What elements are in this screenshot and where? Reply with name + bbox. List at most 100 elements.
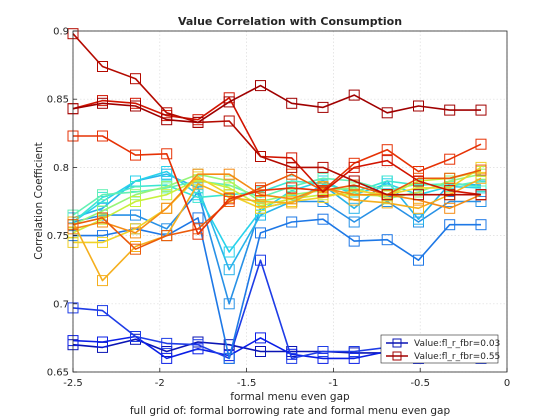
- data-point[interactable]: [286, 352, 298, 364]
- data-point[interactable]: [161, 346, 173, 357]
- data-point[interactable]: [475, 196, 487, 207]
- data-point[interactable]: [97, 61, 108, 72]
- data-point[interactable]: [97, 305, 108, 317]
- data-point[interactable]: [413, 213, 424, 225]
- data-point[interactable]: [317, 346, 329, 357]
- data-point[interactable]: [192, 228, 204, 240]
- data-point[interactable]: [444, 189, 456, 201]
- data-point[interactable]: [192, 168, 204, 180]
- data-point[interactable]: [381, 144, 393, 156]
- data-point[interactable]: [97, 97, 108, 109]
- data-point[interactable]: [317, 213, 329, 225]
- data-point[interactable]: [317, 352, 329, 364]
- data-point[interactable]: [286, 216, 298, 228]
- data-point[interactable]: [192, 116, 204, 128]
- data-point[interactable]: [130, 149, 141, 161]
- data-point[interactable]: [97, 205, 108, 217]
- data-point[interactable]: [348, 352, 360, 364]
- data-point[interactable]: [161, 114, 173, 126]
- data-point[interactable]: [475, 164, 487, 176]
- data-point[interactable]: [223, 115, 235, 127]
- data-point[interactable]: [317, 186, 329, 198]
- data-point[interactable]: [223, 96, 235, 108]
- data-point[interactable]: [130, 227, 141, 239]
- data-point[interactable]: [381, 189, 393, 201]
- data-point[interactable]: [475, 104, 487, 116]
- data-point[interactable]: [286, 182, 298, 194]
- data-point[interactable]: [255, 227, 266, 239]
- data-point[interactable]: [286, 168, 298, 180]
- data-point[interactable]: [130, 209, 141, 221]
- data-point[interactable]: [286, 97, 298, 109]
- data-point[interactable]: [161, 181, 173, 192]
- data-point[interactable]: [444, 196, 456, 207]
- data-point[interactable]: [192, 191, 204, 203]
- data-point[interactable]: [381, 234, 393, 246]
- data-point[interactable]: [255, 254, 266, 266]
- data-point[interactable]: [192, 339, 204, 351]
- data-point[interactable]: [97, 236, 108, 248]
- data-point[interactable]: [97, 230, 108, 242]
- data-point[interactable]: [223, 298, 235, 310]
- data-point[interactable]: [475, 138, 487, 150]
- data-point[interactable]: [444, 104, 456, 116]
- data-point[interactable]: [223, 175, 235, 187]
- data-point[interactable]: [255, 185, 266, 197]
- data-point[interactable]: [97, 212, 108, 224]
- data-point[interactable]: [97, 189, 108, 201]
- legend[interactable]: Value:fl_r_fbr=0.03 Value:fl_r_fbr=0.55: [380, 334, 500, 364]
- data-point[interactable]: [161, 202, 173, 214]
- data-point[interactable]: [223, 264, 235, 276]
- data-point[interactable]: [130, 189, 141, 201]
- data-point[interactable]: [161, 189, 173, 201]
- data-point[interactable]: [413, 189, 424, 201]
- data-point[interactable]: [413, 254, 424, 266]
- data-point[interactable]: [413, 175, 424, 187]
- data-point[interactable]: [161, 337, 173, 349]
- data-point[interactable]: [317, 161, 329, 173]
- data-point[interactable]: [161, 166, 173, 177]
- data-point[interactable]: [130, 331, 141, 342]
- data-point[interactable]: [97, 130, 108, 142]
- data-point[interactable]: [223, 193, 235, 205]
- data-point[interactable]: [286, 193, 298, 205]
- data-point[interactable]: [161, 148, 173, 160]
- data-point[interactable]: [348, 89, 360, 101]
- data-point[interactable]: [444, 153, 456, 165]
- data-point[interactable]: [444, 219, 456, 231]
- data-point[interactable]: [130, 100, 141, 112]
- data-point[interactable]: [475, 172, 487, 184]
- data-point[interactable]: [223, 352, 235, 364]
- data-point[interactable]: [255, 332, 266, 344]
- data-point[interactable]: [130, 196, 141, 207]
- data-point[interactable]: [130, 73, 141, 85]
- data-point[interactable]: [255, 151, 266, 162]
- data-point[interactable]: [413, 100, 424, 112]
- data-point[interactable]: [97, 275, 108, 287]
- data-point[interactable]: [161, 230, 173, 242]
- data-point[interactable]: [475, 219, 487, 231]
- data-point[interactable]: [413, 202, 424, 214]
- data-point[interactable]: [348, 161, 360, 173]
- data-point[interactable]: [348, 235, 360, 247]
- data-point[interactable]: [381, 155, 393, 167]
- data-point[interactable]: [348, 175, 360, 187]
- data-point[interactable]: [192, 212, 204, 224]
- data-point[interactable]: [381, 107, 393, 119]
- data-point[interactable]: [444, 172, 456, 184]
- data-point[interactable]: [255, 202, 266, 214]
- data-point[interactable]: [348, 216, 360, 228]
- data-point[interactable]: [317, 101, 329, 113]
- data-point[interactable]: [97, 336, 108, 348]
- data-point[interactable]: [223, 246, 235, 258]
- data-point[interactable]: [255, 196, 266, 207]
- data-point[interactable]: [130, 243, 141, 255]
- data-point[interactable]: [255, 80, 266, 92]
- data-point[interactable]: [348, 346, 360, 357]
- data-point[interactable]: [286, 161, 298, 173]
- data-point[interactable]: [255, 346, 266, 357]
- data-point[interactable]: [475, 189, 487, 201]
- data-point[interactable]: [161, 352, 173, 364]
- data-point[interactable]: [223, 168, 235, 180]
- data-point[interactable]: [381, 197, 393, 209]
